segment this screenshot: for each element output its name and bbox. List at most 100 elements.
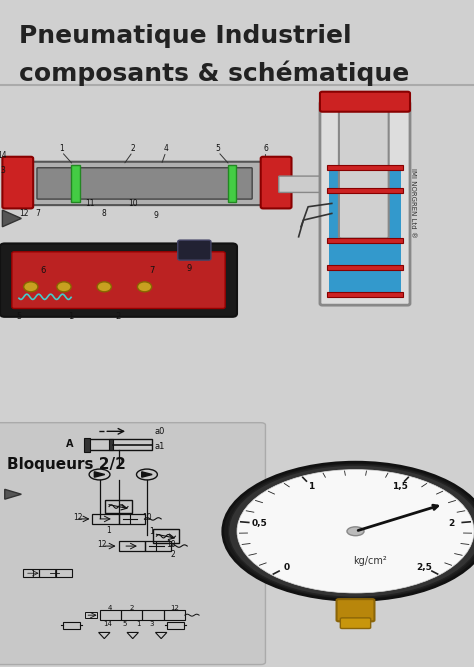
Text: 0,5: 0,5	[252, 519, 267, 528]
Text: 1: 1	[149, 527, 154, 536]
Bar	[327, 165, 403, 170]
Text: 10: 10	[128, 199, 137, 208]
Text: IMI NORGREN Ltd ®: IMI NORGREN Ltd ®	[410, 169, 416, 238]
FancyBboxPatch shape	[2, 157, 33, 208]
Polygon shape	[5, 490, 21, 499]
Text: 6: 6	[40, 265, 46, 275]
Text: composants & schématique: composants & schématique	[19, 61, 409, 86]
Text: 7: 7	[36, 209, 40, 218]
Text: 1: 1	[137, 620, 141, 626]
Text: 1: 1	[308, 482, 315, 491]
FancyBboxPatch shape	[37, 168, 252, 199]
Bar	[384, 177, 387, 192]
Text: 7: 7	[149, 265, 155, 275]
Bar	[378, 177, 380, 192]
Bar	[167, 622, 184, 629]
FancyBboxPatch shape	[71, 165, 80, 202]
Text: 4: 4	[108, 605, 112, 611]
Text: 3: 3	[149, 620, 154, 626]
FancyBboxPatch shape	[261, 157, 292, 208]
Text: 2,5: 2,5	[416, 562, 432, 572]
Text: 12: 12	[73, 513, 83, 522]
Circle shape	[223, 462, 474, 600]
Bar	[365, 177, 367, 192]
Text: 9: 9	[187, 264, 192, 273]
Text: 8: 8	[102, 209, 107, 218]
Bar	[341, 97, 386, 99]
Text: Pneumatique Industriel: Pneumatique Industriel	[19, 24, 352, 48]
Text: 6: 6	[263, 144, 268, 153]
Bar	[361, 177, 364, 192]
Text: 14: 14	[103, 620, 112, 626]
Bar	[145, 541, 171, 551]
Bar	[153, 530, 179, 543]
Bar	[341, 94, 386, 96]
Text: Bloqueurs 2/2: Bloqueurs 2/2	[7, 457, 126, 472]
Text: kg/cm²: kg/cm²	[353, 556, 387, 566]
Bar	[327, 189, 403, 193]
Text: 12: 12	[170, 605, 179, 611]
Bar	[327, 265, 403, 270]
Text: 14: 14	[0, 151, 7, 159]
Bar	[63, 622, 80, 629]
Bar	[121, 610, 142, 620]
Bar	[327, 239, 403, 243]
Text: 2: 2	[116, 312, 121, 321]
Text: 1: 1	[107, 526, 111, 534]
Bar	[327, 292, 403, 297]
FancyBboxPatch shape	[329, 165, 401, 299]
Circle shape	[137, 281, 152, 292]
Circle shape	[97, 281, 111, 292]
Text: 5: 5	[216, 144, 220, 153]
Bar	[100, 610, 121, 620]
Text: 1: 1	[59, 144, 64, 153]
FancyBboxPatch shape	[320, 91, 410, 111]
FancyBboxPatch shape	[339, 99, 389, 239]
Bar	[118, 541, 145, 551]
Text: a1: a1	[154, 442, 164, 451]
Text: 12: 12	[19, 209, 28, 218]
Text: 5: 5	[16, 312, 22, 321]
Bar	[381, 177, 383, 192]
Text: 2: 2	[448, 519, 455, 528]
Text: 1,5: 1,5	[392, 482, 408, 491]
Bar	[84, 438, 90, 452]
Polygon shape	[142, 472, 152, 477]
FancyBboxPatch shape	[320, 101, 410, 305]
Text: 0: 0	[284, 562, 290, 572]
Text: 12: 12	[97, 540, 107, 550]
Text: 11: 11	[85, 199, 95, 208]
Bar	[142, 610, 164, 620]
Bar	[341, 91, 386, 93]
FancyBboxPatch shape	[12, 252, 225, 308]
FancyBboxPatch shape	[0, 423, 265, 664]
FancyBboxPatch shape	[228, 165, 236, 202]
Text: 2: 2	[171, 550, 175, 559]
Bar	[85, 612, 97, 618]
Bar	[341, 105, 386, 107]
Bar	[56, 569, 72, 577]
Circle shape	[347, 527, 364, 536]
Bar	[109, 440, 113, 450]
Text: 4: 4	[164, 144, 168, 153]
FancyBboxPatch shape	[12, 161, 277, 205]
Bar	[39, 569, 56, 577]
Bar	[105, 500, 132, 514]
Circle shape	[237, 470, 474, 593]
Text: 10: 10	[142, 513, 152, 522]
FancyBboxPatch shape	[0, 243, 237, 317]
Polygon shape	[94, 472, 105, 477]
Text: 3: 3	[0, 165, 5, 175]
FancyBboxPatch shape	[178, 240, 211, 260]
Circle shape	[57, 281, 71, 292]
Circle shape	[24, 281, 38, 292]
Text: 10: 10	[166, 540, 175, 550]
Bar	[368, 177, 370, 192]
Text: A: A	[66, 439, 74, 449]
Bar	[164, 610, 185, 620]
Text: a0: a0	[154, 427, 164, 436]
Text: 9: 9	[154, 211, 159, 219]
FancyBboxPatch shape	[279, 176, 366, 192]
Bar	[85, 440, 152, 450]
FancyBboxPatch shape	[337, 599, 374, 622]
